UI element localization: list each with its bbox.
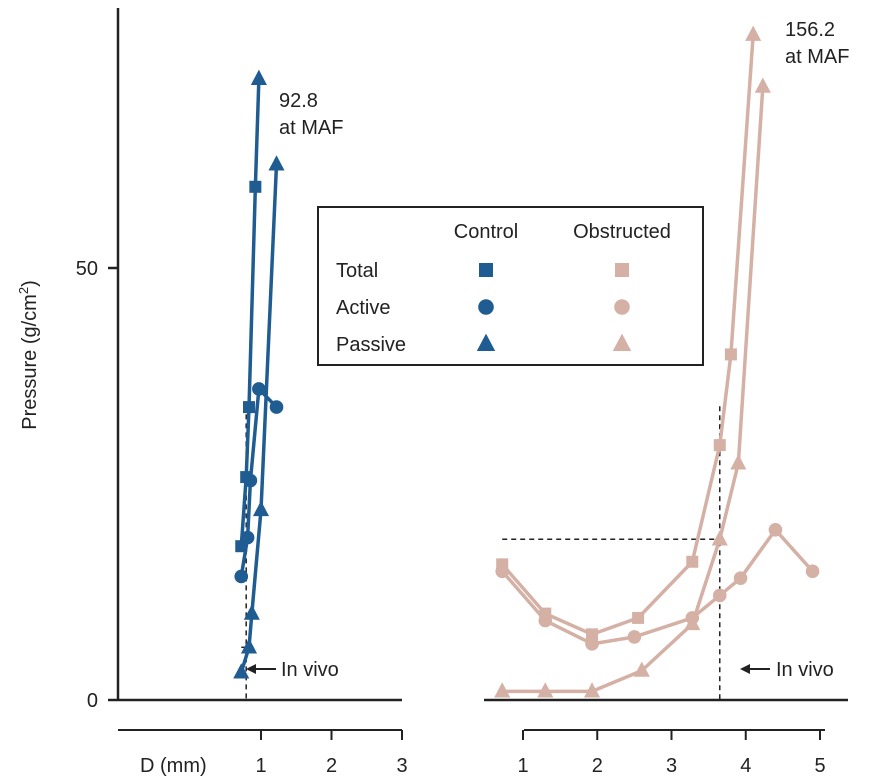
data-point-obstructed-triangle [537, 682, 554, 698]
data-point-obstructed-circle [585, 637, 599, 651]
data-point-control-triangle [268, 155, 285, 171]
legend-label-active: Active [336, 297, 390, 319]
legend-label-total: Total [336, 260, 378, 282]
data-point-control-circle [240, 530, 255, 545]
data-point-obstructed-circle [768, 522, 783, 537]
x-tick-label: 1 [517, 755, 528, 777]
data-point-obstructed-triangle [754, 77, 771, 93]
series-line-obstructed-passive [502, 86, 765, 694]
series-line-control-total-to-maf- [253, 78, 261, 187]
x-tick-label: 1 [255, 755, 266, 777]
data-point-control-triangle [252, 500, 270, 517]
invivo-label-control: In vivo [281, 659, 339, 681]
data-point-obstructed-square [632, 611, 645, 624]
series-line-control-total [239, 186, 258, 547]
x-axis-title: D (mm) [140, 755, 207, 777]
data-point-control-circle [243, 473, 258, 488]
data-point-obstructed-circle [495, 564, 510, 579]
data-point-control-square [249, 180, 262, 193]
invivo-label-obstructed: In vivo [776, 659, 834, 681]
y-tick-label: 50 [76, 258, 98, 280]
series-line-obstructed-total [500, 354, 733, 637]
data-point-control-circle [252, 382, 266, 396]
data-point-obstructed-square [686, 555, 699, 568]
data-point-control-triangle [250, 69, 267, 85]
data-point-obstructed-triangle [730, 454, 747, 470]
legend-header-obstructed: Obstructed [573, 221, 671, 243]
legend-marker-control-triangle [476, 333, 496, 352]
data-point-obstructed-triangle [684, 614, 701, 631]
maf-value-control: 92.8 [279, 90, 318, 112]
data-point-obstructed-triangle [745, 25, 762, 41]
maf-value-obstructed: 156.2 [785, 19, 835, 41]
data-point-obstructed-triangle [494, 682, 511, 698]
data-point-obstructed-circle [538, 613, 553, 628]
data-point-obstructed-triangle [711, 530, 728, 546]
invivo-arrow-control [246, 664, 276, 674]
legend-marker-control-square [479, 263, 493, 277]
data-point-obstructed-circle [733, 571, 748, 585]
data-point-obstructed-triangle [584, 682, 601, 698]
x-tick-label: 5 [814, 755, 825, 777]
maf-text-obstructed: at MAF [785, 46, 849, 68]
y-axis-title: Pressure (g/cm2) [16, 280, 41, 430]
x-tick-label: 2 [326, 755, 337, 777]
data-point-control-triangle [240, 638, 258, 654]
data-point-obstructed-triangle [633, 661, 650, 677]
legend-header-control: Control [454, 221, 518, 243]
data-point-obstructed-circle [805, 564, 820, 579]
data-point-obstructed-circle [627, 630, 642, 644]
data-point-control-circle [234, 569, 249, 584]
legend-marker-obstructed-square [615, 263, 629, 277]
data-point-control-square [243, 401, 256, 414]
legend-box [317, 206, 704, 366]
data-point-control-triangle [233, 663, 250, 679]
legend: Control Obstructed Total Active Passive [317, 206, 704, 366]
y-tick-label: 0 [87, 690, 98, 712]
legend-label-passive: Passive [336, 334, 406, 356]
data-point-obstructed-square [724, 348, 737, 361]
legend-marker-obstructed-triangle [612, 333, 632, 352]
x-tick-label: 3 [396, 755, 407, 777]
series-line-obstructed-total-to-maf- [729, 34, 755, 355]
series-line-obstructed-active [500, 528, 814, 646]
maf-text-control: at MAF [279, 117, 343, 139]
legend-marker-obstructed-circle [614, 299, 630, 315]
x-tick-label: 2 [592, 755, 603, 777]
data-point-obstructed-square [586, 628, 599, 641]
data-point-obstructed-circle [712, 588, 727, 603]
invivo-arrow-obstructed [740, 664, 770, 674]
data-point-obstructed-square [713, 439, 726, 452]
x-tick-label: 3 [666, 755, 677, 777]
legend-marker-control-circle [478, 299, 494, 315]
data-point-control-circle [269, 400, 284, 414]
data-point-control-triangle [243, 604, 260, 620]
x-tick-label: 4 [740, 755, 751, 777]
